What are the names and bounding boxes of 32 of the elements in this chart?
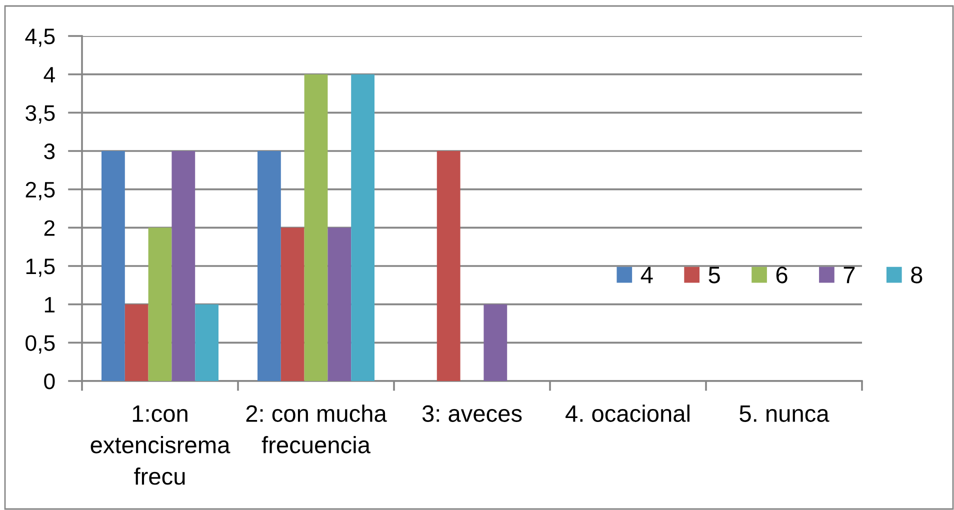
legend-label: 7 [844, 266, 855, 284]
bar [102, 151, 125, 381]
y-tick-label: 3,5 [26, 105, 55, 124]
x-tick-label: 1:con extencisrema frecu [90, 405, 230, 485]
y-tick-label: 1,5 [26, 258, 55, 277]
y-tick-label: 2,5 [26, 182, 55, 200]
bar [351, 74, 374, 381]
y-tick-label: 4,5 [25, 28, 55, 47]
bar [124, 304, 148, 381]
bar [148, 228, 172, 381]
bar [328, 228, 352, 381]
y-tick-label: 2 [44, 220, 54, 236]
legend-label: 8 [911, 266, 922, 284]
legend-label: 6 [776, 266, 788, 284]
legend-label: 4 [640, 266, 653, 284]
x-tick-label: 2: con mucha frecuencia [246, 404, 387, 454]
x-tick-label: 4. ocacional [566, 404, 690, 422]
bar [195, 304, 218, 381]
legend-label: 5 [708, 266, 720, 284]
y-tick-label: 0 [44, 374, 55, 390]
bar [436, 151, 460, 381]
y-tick-label: 3 [44, 144, 55, 160]
bar [172, 151, 196, 381]
bar [304, 74, 328, 381]
x-tick-label: 5. nunca [740, 405, 830, 422]
bar [280, 228, 304, 381]
y-tick-label: 4 [44, 67, 55, 82]
y-tick-label: 0,5 [26, 335, 55, 354]
y-tick-label: 1 [44, 297, 55, 312]
bar [484, 304, 508, 381]
bar [258, 151, 281, 381]
x-tick-label: 3: aveces [422, 405, 522, 422]
